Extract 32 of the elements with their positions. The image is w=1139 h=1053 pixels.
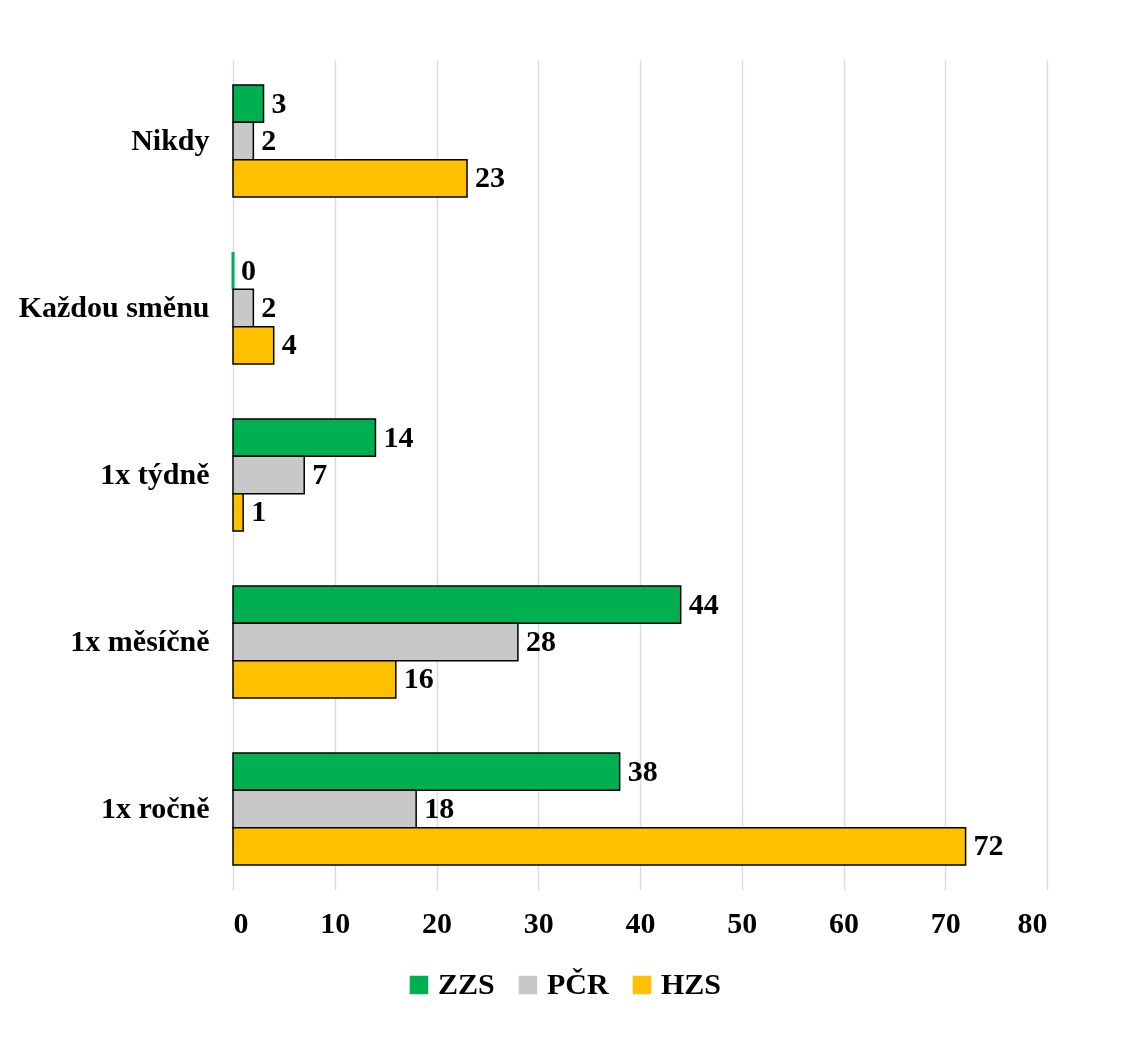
data-label: 7 bbox=[312, 457, 328, 490]
x-tick-label: 60 bbox=[829, 905, 859, 939]
x-tick-label: 20 bbox=[422, 905, 452, 939]
data-label: 4 bbox=[281, 327, 297, 361]
data-label: 1 bbox=[251, 494, 267, 528]
data-label: 72 bbox=[973, 828, 1004, 862]
data-label: 16 bbox=[403, 661, 434, 695]
data-label: 28 bbox=[525, 624, 556, 657]
data-label: 44 bbox=[688, 586, 719, 620]
data-label: 14 bbox=[383, 419, 414, 453]
data-label: 3 bbox=[271, 85, 287, 119]
data-label: 23 bbox=[475, 160, 506, 194]
y-tick-label: Nikdy bbox=[131, 123, 210, 156]
x-tick-label: 70 bbox=[930, 905, 961, 939]
y-tick-label: Každou směnu bbox=[18, 290, 210, 323]
data-label: 0 bbox=[241, 252, 256, 286]
y-tick-label: 1x ročně bbox=[100, 791, 210, 824]
x-tick-label: 50 bbox=[727, 905, 758, 939]
legend-label: HZS bbox=[660, 967, 721, 1000]
y-tick-label: 1x měsíčně bbox=[70, 624, 210, 657]
x-tick-label: 10 bbox=[320, 905, 351, 939]
x-tick-label: 80 bbox=[1017, 905, 1048, 939]
x-tick-label: 40 bbox=[625, 905, 656, 939]
data-label: 2 bbox=[261, 123, 277, 156]
legend-label: PČR bbox=[546, 967, 609, 1000]
data-label: 18 bbox=[424, 791, 455, 824]
legend-label: ZZS bbox=[437, 967, 495, 1000]
x-tick-label: 30 bbox=[523, 905, 554, 939]
x-tick-label: 0 bbox=[233, 905, 249, 939]
data-label: 38 bbox=[627, 753, 658, 787]
data-label: 2 bbox=[261, 290, 277, 323]
y-tick-label: 1x týdně bbox=[100, 457, 210, 490]
